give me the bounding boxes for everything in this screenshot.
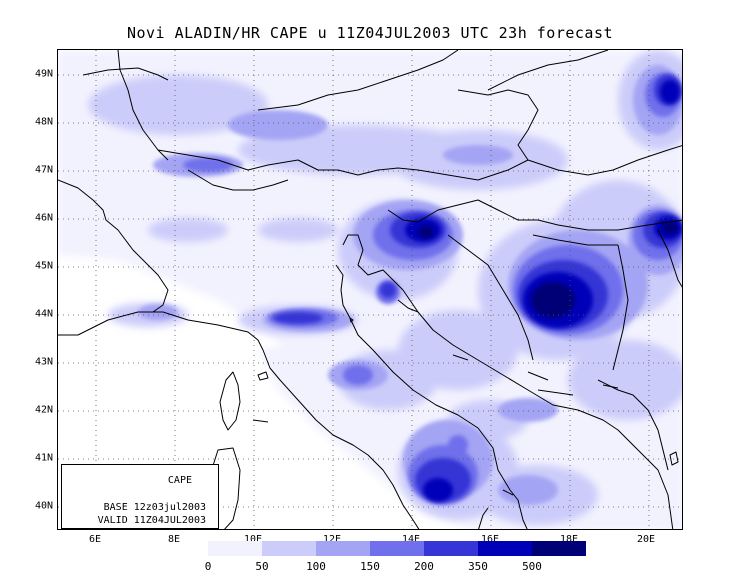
lat-label-43: 43N: [34, 356, 53, 368]
lon-label-12e: 12E: [322, 534, 342, 545]
lat-label-46: 46N: [34, 212, 53, 224]
map-plot-area: [57, 49, 683, 530]
legend-tick-label: 0: [204, 560, 212, 573]
legend-tick-label: 100: [306, 560, 326, 573]
info-variable: CAPE: [167, 475, 192, 486]
legend-swatch: [532, 541, 586, 556]
legend-swatch: [316, 541, 370, 556]
lat-label-42: 42N: [34, 404, 53, 416]
legend-tick-label: 50: [255, 560, 269, 573]
info-valid-time: VALID 11Z04JUL2003: [97, 515, 206, 526]
cape-level-500: [418, 222, 678, 318]
lat-label-44: 44N: [34, 308, 53, 320]
legend-swatch: [370, 541, 424, 556]
legend-tick-label: 500: [522, 560, 542, 573]
lat-label-40: 40N: [34, 500, 53, 512]
lon-label-14e: 14E: [401, 534, 421, 545]
color-legend-bar: [208, 541, 586, 556]
lat-label-45: 45N: [34, 260, 53, 272]
map-grid: [58, 50, 682, 529]
legend-swatch: [424, 541, 478, 556]
lon-label-8e: 8E: [167, 534, 181, 545]
lon-label-16e: 16E: [480, 534, 500, 545]
lon-label-20e: 20E: [636, 534, 656, 545]
coastlines-borders: [58, 50, 682, 529]
legend-tick-label: 200: [414, 560, 434, 573]
legend-swatch: [262, 541, 316, 556]
legend-swatch: [478, 541, 532, 556]
lat-label-49: 49N: [34, 68, 53, 80]
map-title: Novi ALADIN/HR CAPE u 11Z04JUL2003 UTC 2…: [126, 24, 614, 42]
lat-label-47: 47N: [34, 164, 53, 176]
legend-swatch: [208, 541, 262, 556]
lon-label-6e: 6E: [88, 534, 102, 545]
lon-label-18e: 18E: [559, 534, 579, 545]
forecast-info-box: CAPE BASE 12z03jul2003 VALID 11Z04JUL200…: [61, 464, 219, 529]
legend-tick-label: 150: [360, 560, 380, 573]
lat-label-41: 41N: [34, 452, 53, 464]
lat-label-48: 48N: [34, 116, 53, 128]
info-base-time: BASE 12z03jul2003: [103, 502, 206, 513]
lon-label-10e: 10E: [243, 534, 263, 545]
cape-field-map: [58, 50, 682, 529]
legend-tick-label: 350: [468, 560, 488, 573]
